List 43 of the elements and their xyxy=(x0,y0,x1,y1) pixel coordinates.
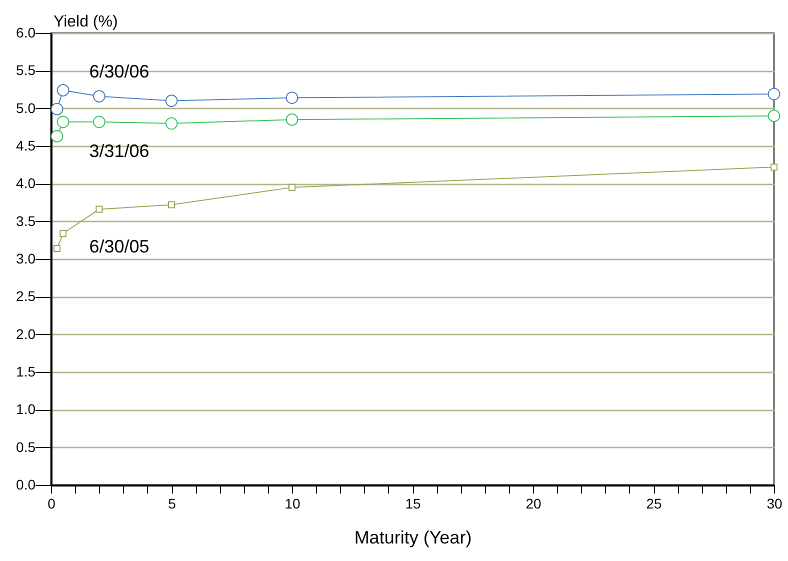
x-tick-label: 20 xyxy=(526,496,542,512)
y-tick-label: 5.5 xyxy=(16,62,36,78)
point xyxy=(56,84,70,96)
point xyxy=(93,116,106,128)
point xyxy=(165,117,178,130)
series-label: 3/31/06 xyxy=(89,140,150,161)
point xyxy=(93,90,106,102)
x-tick-label: 5 xyxy=(168,496,176,512)
y-tick-label: 4.0 xyxy=(16,175,36,192)
point xyxy=(768,88,780,100)
x-tick-label: 10 xyxy=(284,496,300,512)
y-tick-label: 4.5 xyxy=(16,138,36,154)
series-label: 6/30/06 xyxy=(89,61,150,82)
point xyxy=(50,102,64,116)
y-tick-label: 2.0 xyxy=(16,326,36,342)
y-axis-title: Yield (%) xyxy=(54,14,118,30)
point xyxy=(288,184,296,191)
point xyxy=(286,113,298,126)
point xyxy=(770,164,778,171)
y-tick-label: 5.0 xyxy=(16,100,36,116)
y-tick-label: 0.5 xyxy=(16,438,36,455)
series-label: 6/30/05 xyxy=(89,236,150,256)
y-tick-label: 0.0 xyxy=(16,476,36,492)
x-axis-title: Maturity (Year) xyxy=(354,528,472,548)
x-tick-label: 30 xyxy=(766,496,782,512)
point xyxy=(96,206,103,213)
point xyxy=(165,94,178,107)
x-tick-label: 0 xyxy=(48,496,56,512)
y-tick-label: 1.0 xyxy=(16,401,36,418)
y-tick-label: 1.5 xyxy=(16,364,36,380)
point xyxy=(60,230,67,237)
point xyxy=(286,92,298,104)
point xyxy=(768,110,780,122)
x-tick-label: 15 xyxy=(405,496,421,512)
y-tick-label: 2.5 xyxy=(16,288,36,304)
y-tick-label: 3.0 xyxy=(16,250,36,266)
point xyxy=(50,130,64,142)
point xyxy=(168,201,175,208)
x-tick-label: 25 xyxy=(646,496,662,512)
point xyxy=(54,244,61,252)
point xyxy=(56,116,70,128)
y-tick-label: 3.5 xyxy=(16,212,36,229)
y-tick-label: 6.0 xyxy=(16,24,36,40)
